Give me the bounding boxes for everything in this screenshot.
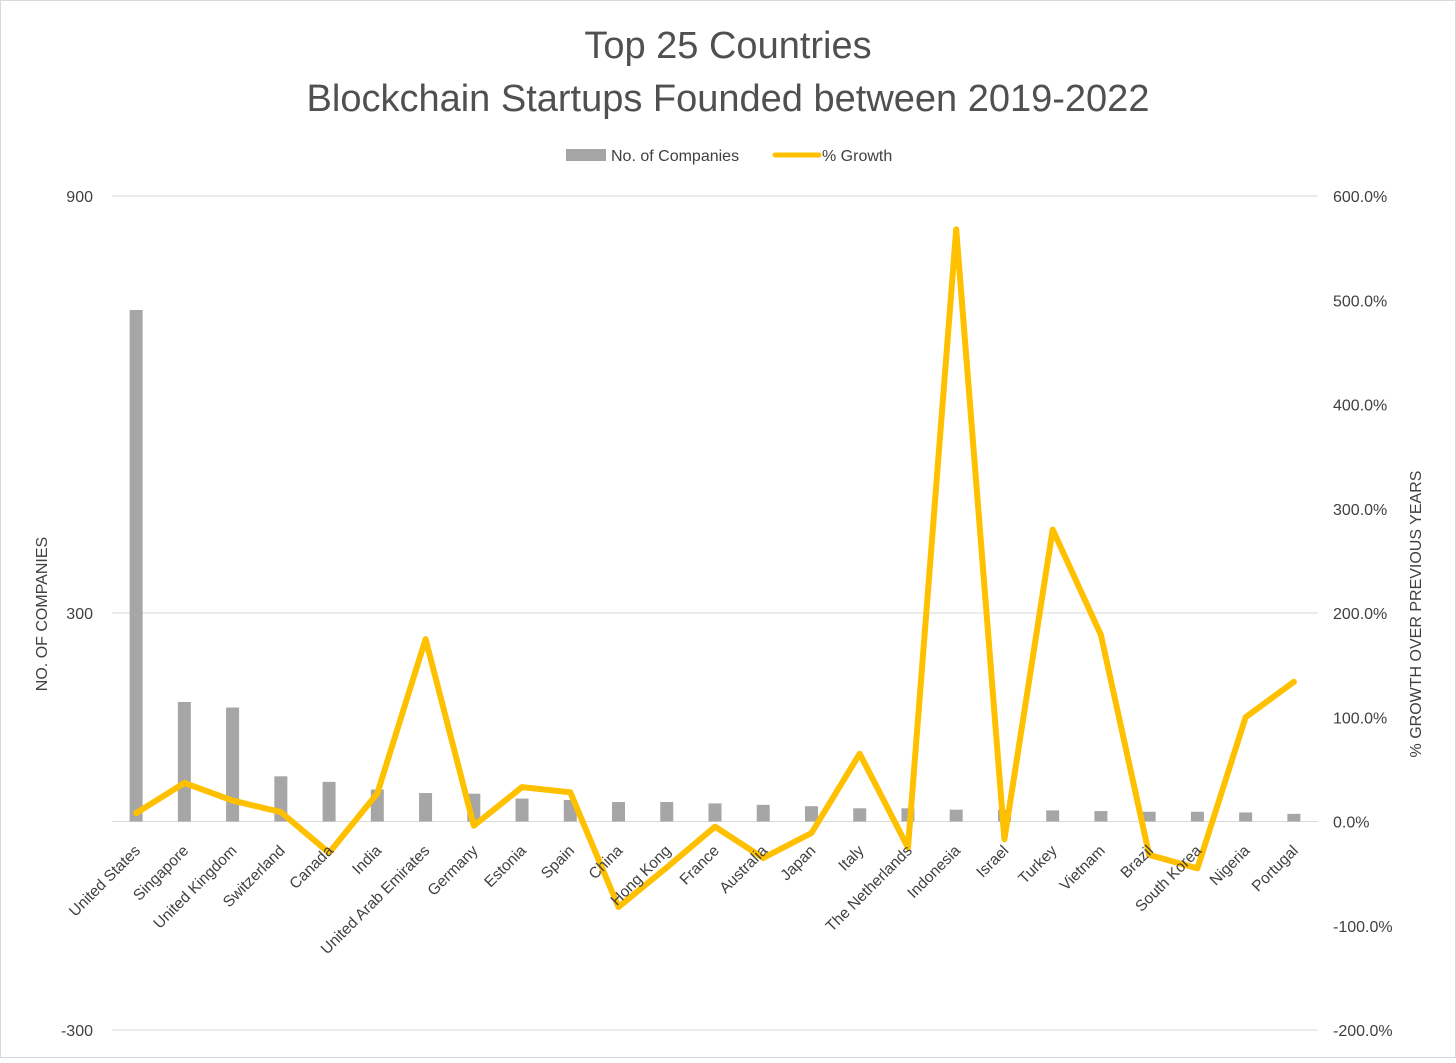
- right-tick-label: 300.0%: [1333, 502, 1387, 519]
- left-axis-title: NO. OF COMPANIES: [34, 537, 51, 691]
- bar-united-states: [129, 309, 143, 822]
- bars: [129, 309, 1301, 822]
- bar-hong-kong: [660, 802, 674, 822]
- bar-brazil: [1142, 811, 1156, 822]
- bar-south-korea: [1190, 811, 1204, 822]
- bar-united-kingdom: [226, 707, 240, 822]
- legend-swatch-companies: [566, 149, 606, 161]
- right-axis-ticks: 600.0% 500.0% 400.0% 300.0% 200.0% 100.0% 0.0%…: [1333, 189, 1393, 1040]
- bar-estonia: [515, 798, 529, 822]
- bar-vietnam: [1094, 811, 1108, 822]
- legend-label-companies: No. of Companies: [611, 148, 739, 165]
- left-tick-label: 300: [66, 606, 93, 623]
- bar-nigeria: [1239, 812, 1253, 822]
- left-tick-label: 900: [66, 189, 93, 206]
- chart-title-line-2: Blockchain Startups Founded between 2019…: [307, 78, 1150, 120]
- right-tick-label: 500.0%: [1333, 293, 1387, 310]
- bar-australia: [756, 804, 770, 822]
- right-tick-label: 0.0%: [1333, 815, 1369, 832]
- bar-singapore: [177, 701, 191, 822]
- growth-line: [133, 226, 1297, 910]
- bar-turkey: [1046, 810, 1060, 822]
- bar-portugal: [1287, 813, 1301, 822]
- legend: No. of Companies % Growth: [566, 148, 892, 165]
- bar-china: [612, 802, 626, 822]
- right-tick-label: 200.0%: [1333, 606, 1387, 623]
- growth-series-line: [133, 226, 1297, 910]
- right-tick-label: 100.0%: [1333, 710, 1387, 727]
- left-axis-ticks: 900 300 -300: [61, 189, 93, 1040]
- right-tick-label: -200.0%: [1333, 1023, 1393, 1040]
- legend-label-growth: % Growth: [822, 148, 892, 165]
- left-tick-label: -300: [61, 1023, 93, 1040]
- right-tick-label: 600.0%: [1333, 189, 1387, 206]
- chart-title-line-1: Top 25 Countries: [584, 25, 871, 67]
- bar-indonesia: [949, 809, 963, 822]
- bar-france: [708, 803, 722, 822]
- right-tick-label: 400.0%: [1333, 398, 1387, 415]
- bar-japan: [804, 806, 818, 822]
- right-axis-title: % GROWTH OVER PREVIOUS YEARS: [1408, 471, 1425, 758]
- bar-united-arab-emirates: [419, 793, 433, 822]
- right-tick-label: -100.0%: [1333, 919, 1393, 936]
- bar-italy: [853, 808, 867, 822]
- bar-canada: [322, 781, 336, 822]
